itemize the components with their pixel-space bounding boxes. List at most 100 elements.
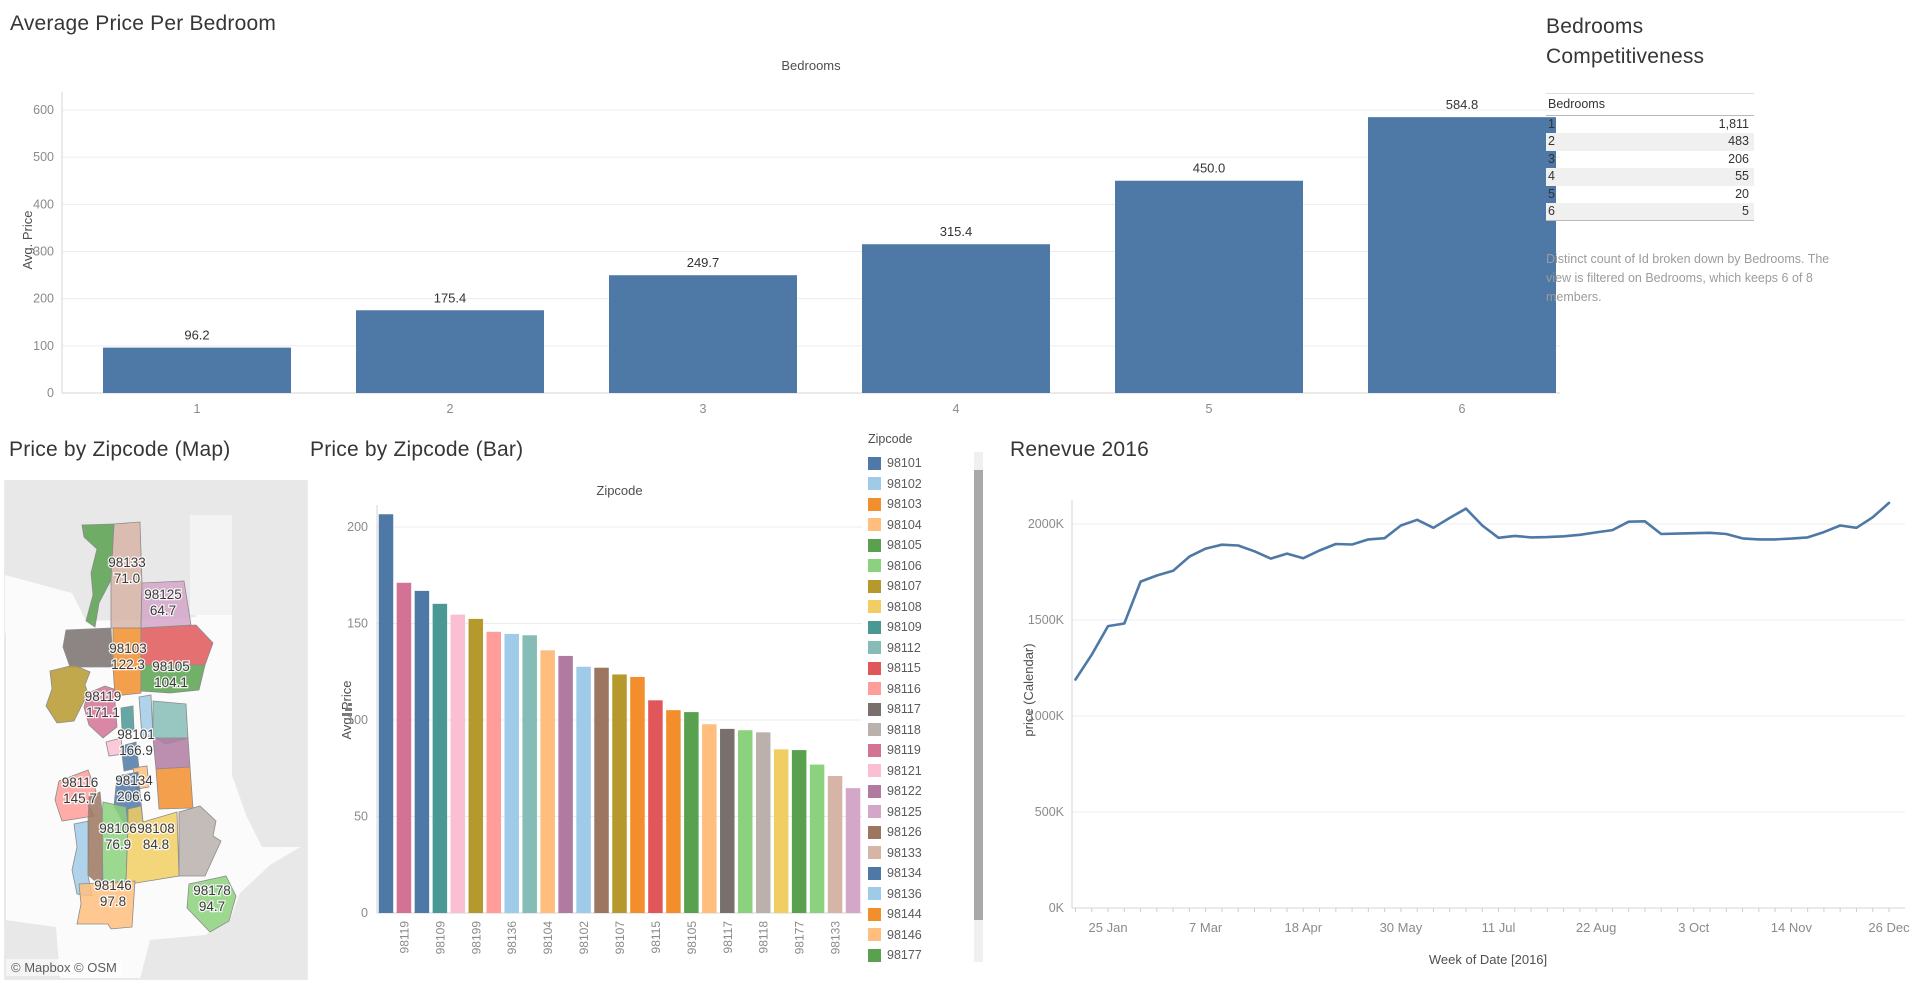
map-region-98103[interactable] [112, 627, 142, 697]
table-row-bedrooms-1[interactable]: 1 1,811 [1546, 116, 1754, 133]
legend-label: 98126 [887, 825, 922, 840]
map-region-98199[interactable] [45, 664, 91, 724]
legend-label: 98125 [887, 804, 922, 819]
map-region-98126[interactable] [87, 791, 104, 888]
bar-zipcode-98122[interactable] [558, 655, 573, 913]
map-label-value-98125: 64.7 [150, 603, 176, 618]
x-tick-98102: 98102 [577, 921, 591, 955]
legend-item-98116[interactable]: 98116 [868, 679, 968, 700]
bar-zipcode-98105[interactable] [684, 712, 699, 913]
map-region-98105[interactable] [140, 664, 206, 694]
table-row-bedrooms-5[interactable]: 5 20 [1546, 186, 1754, 203]
bar-zipcode-98117[interactable] [720, 728, 735, 913]
legend-item-98108[interactable]: 98108 [868, 597, 968, 618]
legend-item-98101[interactable]: 98101 [868, 453, 968, 474]
bar-zipcode-98109[interactable] [432, 603, 448, 913]
legend-item-98102[interactable]: 98102 [868, 474, 968, 495]
legend-item-98106[interactable]: 98106 [868, 556, 968, 577]
legend-item-98126[interactable]: 98126 [868, 822, 968, 843]
map-region-98146[interactable] [76, 880, 136, 930]
map-label-value-98146: 97.8 [100, 894, 126, 909]
legend-item-98104[interactable]: 98104 [868, 515, 968, 536]
bar-zipcode-98125[interactable] [845, 788, 861, 913]
map-region-98117[interactable] [62, 627, 114, 668]
legend-item-98134[interactable]: 98134 [868, 863, 968, 884]
legend-item-98121[interactable]: 98121 [868, 761, 968, 782]
bar-zipcode-98104[interactable] [540, 650, 555, 913]
map-region-98122[interactable] [152, 737, 191, 770]
map-label-value-98178: 94.7 [199, 899, 225, 914]
legend-item-98133[interactable]: 98133 [868, 843, 968, 864]
map-region-98115[interactable] [140, 624, 214, 666]
legend-label: 98101 [887, 456, 922, 471]
bar-zipcode-98133[interactable] [827, 775, 843, 913]
bar-zipcode-98177[interactable] [791, 750, 807, 913]
map-region-98144[interactable] [155, 766, 194, 810]
bar-zipcode-98144[interactable] [666, 710, 681, 913]
bar-zipcode-98106[interactable] [809, 764, 825, 913]
legend-item-98177[interactable]: 98177 [868, 945, 968, 966]
bar-zipcode-98146[interactable] [702, 724, 717, 913]
bar-bedrooms-2[interactable] [356, 310, 544, 393]
map-region-98178[interactable] [186, 875, 237, 933]
bar-zipcode-98136[interactable] [504, 633, 519, 913]
legend-swatch [868, 559, 881, 573]
bar-zipcode-98126[interactable] [594, 667, 609, 913]
bar-zipcode-98107[interactable] [612, 674, 627, 913]
map-attribution: © Mapbox © OSM [6, 959, 122, 976]
bar-bedrooms-4[interactable] [862, 244, 1050, 393]
svg-text:200: 200 [33, 292, 54, 306]
legend-swatch [868, 600, 881, 614]
cell-count: 20 [1735, 186, 1749, 201]
legend-item-98118[interactable]: 98118 [868, 720, 968, 741]
legend-item-98122[interactable]: 98122 [868, 781, 968, 802]
bar-zipcode-98118[interactable] [755, 732, 771, 913]
legend-swatch [868, 743, 881, 757]
bar-bedrooms-1[interactable] [103, 347, 291, 393]
bar-zipcode-98108[interactable] [773, 749, 789, 913]
legend-item-98144[interactable]: 98144 [868, 904, 968, 925]
bar-bedrooms-3[interactable] [609, 275, 797, 393]
legend-item-98117[interactable]: 98117 [868, 699, 968, 720]
bar-zipcode-98112[interactable] [522, 635, 537, 913]
bar-zipcode-98199[interactable] [468, 618, 484, 913]
table-row-bedrooms-2[interactable]: 2 483 [1546, 133, 1754, 151]
bar-zipcode-98121[interactable] [450, 614, 466, 913]
legend-item-98109[interactable]: 98109 [868, 617, 968, 638]
x-tick-98104: 98104 [541, 921, 555, 955]
legend-label: 98104 [887, 517, 922, 532]
svg-text:50: 50 [354, 810, 368, 824]
bar-zipcode-98178[interactable] [737, 730, 753, 913]
table-row-bedrooms-3[interactable]: 3 206 [1546, 151, 1754, 168]
bar-zipcode-98103[interactable] [630, 676, 645, 913]
bar-bedrooms-5[interactable] [1115, 180, 1303, 393]
bar-zipcode-98102[interactable] [576, 666, 591, 913]
legend-item-98107[interactable]: 98107 [868, 576, 968, 597]
legend-swatch [868, 866, 881, 880]
revenue-line[interactable] [1074, 501, 1891, 681]
bar-zipcode-98119[interactable] [396, 582, 412, 913]
legend-item-98115[interactable]: 98115 [868, 658, 968, 679]
bar-zipcode-98115[interactable] [648, 700, 663, 913]
legend-item-98105[interactable]: 98105 [868, 535, 968, 556]
bar-zipcode-98116[interactable] [486, 631, 502, 913]
legend-scrollbar-thumb[interactable] [974, 470, 983, 920]
table-row-bedrooms-4[interactable]: 4 55 [1546, 168, 1754, 186]
map-region-98118[interactable] [178, 805, 222, 877]
legend-item-98146[interactable]: 98146 [868, 925, 968, 946]
map-region-98109[interactable] [120, 705, 135, 732]
legend-item-98125[interactable]: 98125 [868, 802, 968, 823]
map-label-value-98133: 71.0 [114, 571, 140, 586]
legend-label: 98116 [887, 681, 921, 696]
map-region-98112[interactable] [152, 700, 189, 745]
bar-zipcode-98101[interactable] [414, 590, 430, 913]
legend-item-98112[interactable]: 98112 [868, 638, 968, 659]
bar-bedrooms-6[interactable] [1368, 117, 1556, 393]
map-region-98119[interactable] [83, 685, 118, 739]
legend-item-98103[interactable]: 98103 [868, 494, 968, 515]
legend-item-98136[interactable]: 98136 [868, 884, 968, 905]
bar-zipcode-98134[interactable] [378, 514, 394, 913]
legend-item-98119[interactable]: 98119 [868, 740, 968, 761]
cell-bedrooms: 2 [1548, 134, 1555, 149]
